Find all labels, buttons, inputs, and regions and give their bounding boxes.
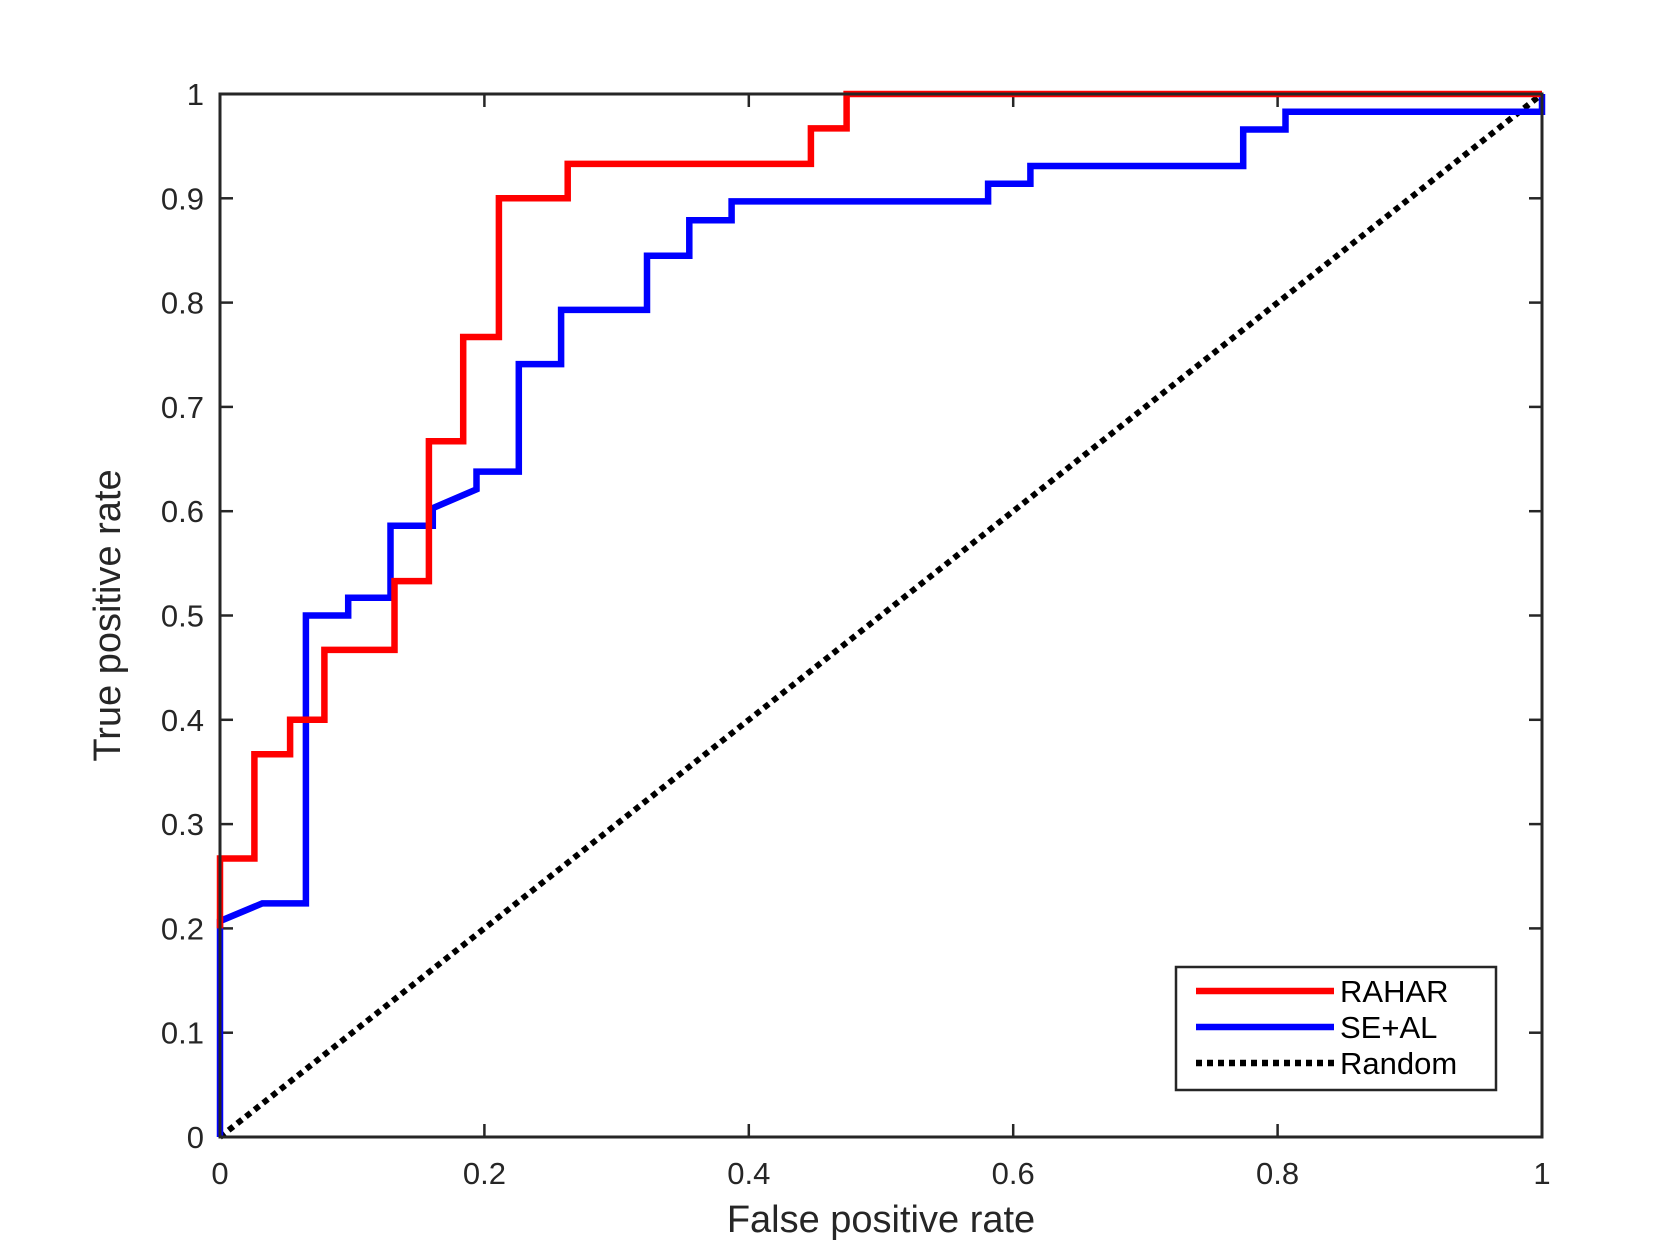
y-tick-labels: 0 0.1 0.2 0.3 0.4 0.5 0.6 0.7 0.8 0.9 1 bbox=[161, 77, 204, 1155]
y-tick-label: 0.4 bbox=[161, 703, 204, 738]
y-tick-label: 0.5 bbox=[161, 599, 204, 634]
x-tick-label: 0 bbox=[211, 1156, 228, 1191]
y-tick-label: 0.7 bbox=[161, 390, 204, 425]
legend-label: Random bbox=[1340, 1046, 1457, 1081]
series-line-random bbox=[218, 91, 1544, 1140]
y-tick-label: 0.6 bbox=[161, 494, 204, 529]
x-tick-label: 1 bbox=[1533, 1156, 1550, 1191]
x-tick-labels: 0 0.2 0.4 0.6 0.8 1 bbox=[211, 1156, 1550, 1191]
series-line-rahar bbox=[216, 90, 1542, 929]
y-tick-label: 0.8 bbox=[161, 286, 204, 321]
x-tick-label: 0.8 bbox=[1256, 1156, 1299, 1191]
series-lines bbox=[216, 90, 1546, 1140]
y-axis-label: True positive rate bbox=[87, 469, 129, 761]
y-tick-label: 0.2 bbox=[161, 911, 204, 946]
x-tick-label: 0.6 bbox=[992, 1156, 1035, 1191]
x-tick-label: 0.4 bbox=[727, 1156, 770, 1191]
y-tick-label: 1 bbox=[187, 77, 204, 112]
legend-label: RAHAR bbox=[1340, 974, 1449, 1009]
legend-label: SE+AL bbox=[1340, 1010, 1437, 1045]
x-axis-label: False positive rate bbox=[727, 1199, 1035, 1241]
y-tick-label: 0.1 bbox=[161, 1016, 204, 1051]
x-tick-label: 0.2 bbox=[463, 1156, 506, 1191]
series-line-se-al bbox=[216, 94, 1546, 1137]
y-tick-label: 0.3 bbox=[161, 807, 204, 842]
axes-box bbox=[218, 92, 1544, 1139]
y-tick-label: 0 bbox=[187, 1120, 204, 1155]
y-tick-label: 0.9 bbox=[161, 181, 204, 216]
